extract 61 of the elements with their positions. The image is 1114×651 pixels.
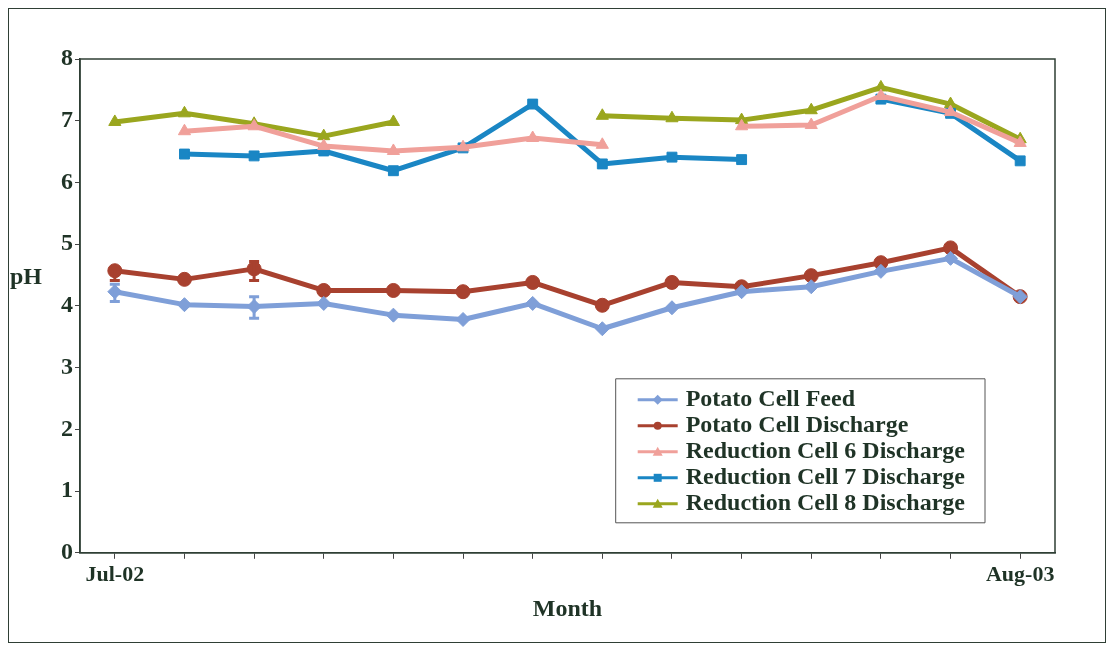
point — [316, 282, 332, 298]
legend-label: Reduction Cell 7 Discharge — [685, 463, 966, 489]
point — [317, 128, 331, 141]
point — [176, 297, 192, 313]
point — [386, 143, 400, 155]
y-tick-label: 3 — [61, 352, 73, 379]
point — [179, 148, 190, 160]
point — [386, 114, 400, 126]
point — [525, 295, 541, 311]
point — [177, 105, 192, 118]
point — [943, 250, 959, 266]
point — [455, 311, 471, 327]
point — [594, 321, 610, 337]
legend-label: Potato Cell Discharge — [685, 411, 909, 437]
x-tick-label: Aug-03 — [985, 560, 1055, 586]
point — [874, 79, 888, 92]
y-axis-title: pH — [9, 263, 43, 290]
y-tick-label: 4 — [61, 291, 73, 318]
y-tick-label: 8 — [61, 44, 73, 71]
point — [316, 295, 332, 311]
point — [666, 151, 678, 163]
y-tick-label: 2 — [61, 414, 73, 441]
point — [1014, 155, 1026, 167]
y-tick-label: 7 — [61, 105, 73, 132]
legend-label: Reduction Cell 8 Discharge — [685, 489, 966, 515]
point — [387, 165, 399, 177]
y-tick-label: 6 — [61, 167, 73, 194]
point — [595, 137, 609, 149]
legend-label: Reduction Cell 6 Discharge — [685, 437, 966, 463]
point — [874, 88, 888, 101]
point — [526, 130, 540, 143]
point — [527, 98, 539, 110]
point — [594, 297, 610, 313]
point — [248, 150, 260, 162]
point — [736, 154, 748, 166]
point — [804, 102, 818, 115]
y-tick-label: 1 — [61, 476, 73, 503]
point — [385, 307, 401, 323]
point — [664, 300, 680, 316]
point — [596, 158, 608, 170]
point — [525, 274, 541, 290]
legend-label: Potato Cell Feed — [685, 385, 856, 411]
point — [1013, 135, 1027, 147]
point — [734, 284, 750, 300]
point — [664, 274, 680, 290]
point — [873, 263, 889, 279]
point — [177, 123, 192, 136]
y-tick-label: 0 — [61, 538, 73, 564]
point — [804, 117, 818, 130]
point — [803, 268, 819, 284]
point — [735, 118, 749, 131]
x-axis-title: Month — [532, 594, 603, 621]
point — [455, 284, 471, 300]
point — [385, 282, 401, 298]
point — [595, 108, 609, 120]
y-tick-label: 5 — [61, 229, 73, 256]
x-tick-label: Jul-02 — [85, 560, 145, 586]
point — [665, 110, 679, 123]
point — [108, 114, 122, 126]
point — [176, 271, 192, 287]
point — [317, 138, 331, 151]
